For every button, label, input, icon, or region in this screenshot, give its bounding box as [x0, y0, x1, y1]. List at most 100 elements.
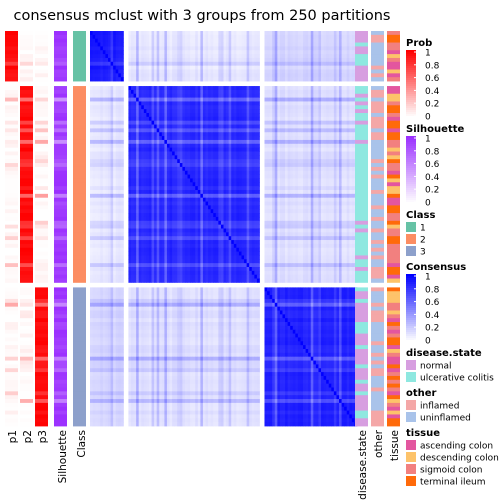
consensus-cell-24-10 — [115, 128, 119, 133]
consensus-cell-17-50 — [223, 101, 227, 106]
consensus-cell-32-91 — [333, 159, 337, 164]
consensus-cell-16-4 — [100, 97, 104, 102]
anno-cell-0-67 — [5, 298, 18, 304]
consensus-cell-3-91 — [333, 42, 337, 47]
consensus-cell-18-4 — [100, 105, 104, 110]
consensus-cell-11-6 — [105, 73, 109, 78]
consensus-cell-35-81 — [308, 170, 312, 175]
consensus-cell-44-64 — [264, 205, 268, 210]
consensus-cell-16-57 — [241, 97, 245, 102]
consensus-cell-14-49 — [220, 89, 224, 95]
consensus-cell-15-37 — [190, 93, 194, 98]
consensus-cell-41-78 — [300, 193, 304, 199]
consensus-cell-31-58 — [244, 155, 248, 160]
consensus-cell-19-25 — [159, 109, 163, 114]
anno-cell-4-57 — [73, 255, 86, 260]
consensus-cell-2-80 — [305, 38, 309, 43]
consensus-cell-35-42 — [202, 170, 206, 175]
consensus-cell-18-57 — [241, 105, 245, 110]
consensus-cell-3-12 — [120, 42, 124, 47]
consensus-cell-5-34 — [182, 50, 186, 55]
consensus-cell-30-43 — [205, 151, 209, 156]
consensus-cell-24-81 — [308, 128, 312, 133]
consensus-cell-38-58 — [244, 182, 248, 187]
consensus-cell-14-17 — [138, 89, 142, 95]
consensus-cell-22-21 — [148, 120, 152, 125]
consensus-cell-17-40 — [197, 101, 201, 106]
consensus-cell-9-38 — [192, 65, 196, 70]
consensus-cell-1-60 — [249, 34, 253, 40]
consensus-cell-2-11 — [118, 38, 122, 43]
consensus-cell-20-8 — [110, 113, 114, 118]
consensus-cell-12-20 — [146, 77, 150, 82]
consensus-cell-36-16 — [136, 174, 140, 179]
consensus-cell-0-33 — [179, 31, 183, 36]
consensus-cell-36-35 — [184, 174, 188, 179]
consensus-cell-3-90 — [331, 42, 335, 47]
consensus-cell-11-64 — [264, 73, 268, 78]
consensus-cell-16-35 — [184, 97, 188, 102]
consensus-cell-0-24 — [156, 31, 160, 36]
consensus-cell-3-79 — [303, 42, 306, 47]
consensus-cell-22-87 — [323, 120, 327, 125]
consensus-cell-11-69 — [277, 73, 281, 78]
anno-cell-0-98 — [5, 418, 18, 423]
anno-cell-2-89 — [35, 383, 48, 388]
consensus-cell-36-8 — [110, 174, 114, 179]
consensus-cell-7-89 — [328, 57, 332, 63]
anno-cell-0-80 — [5, 349, 18, 354]
consensus-cell-0-61 — [251, 31, 255, 36]
anno-cell-2-62 — [35, 274, 48, 279]
anno-cell-2-9 — [35, 65, 48, 70]
consensus-cell-25-46 — [213, 132, 217, 137]
consensus-cell-11-60 — [249, 73, 253, 78]
consensus-cell-40-81 — [308, 190, 312, 195]
consensus-cell-16-13 — [128, 97, 132, 102]
consensus-cell-4-82 — [310, 46, 314, 51]
consensus-cell-25-92 — [336, 132, 340, 137]
consensus-cell-4-1 — [92, 46, 96, 51]
consensus-cell-30-32 — [177, 151, 181, 156]
anno-cell-1-23 — [20, 124, 33, 129]
consensus-cell-38-34 — [182, 182, 186, 187]
consensus-cell-8-45 — [210, 61, 214, 67]
consensus-cell-27-63 — [256, 139, 260, 145]
consensus-cell-23-74 — [290, 124, 294, 129]
consensus-cell-3-52 — [228, 42, 232, 47]
anno-cell-2-84 — [35, 364, 48, 369]
consensus-cell-29-91 — [333, 147, 337, 152]
consensus-cell-12-63 — [256, 77, 260, 82]
consensus-cell-28-40 — [197, 143, 201, 149]
consensus-cell-25-31 — [174, 132, 178, 137]
anno-cell-4-39 — [73, 186, 86, 191]
anno-cell-3-0 — [54, 31, 67, 36]
anno-cell-3-92 — [54, 395, 67, 400]
consensus-cell-37-26 — [161, 178, 165, 183]
consensus-cell-30-15 — [133, 151, 137, 156]
consensus-cell-38-76 — [295, 182, 299, 187]
consensus-cell-36-37 — [190, 174, 194, 179]
consensus-cell-22-2 — [95, 120, 99, 125]
consensus-cell-18-24 — [156, 105, 160, 110]
consensus-cell-22-47 — [215, 120, 219, 125]
consensus-cell-4-76 — [295, 46, 299, 51]
consensus-cell-5-46 — [213, 50, 217, 55]
consensus-cell-26-35 — [184, 136, 188, 141]
consensus-cell-19-85 — [318, 109, 322, 114]
consensus-cell-18-0 — [90, 105, 93, 110]
anno-cell-4-92 — [73, 395, 86, 400]
consensus-cell-2-0 — [90, 38, 93, 43]
consensus-cell-2-22 — [151, 38, 155, 43]
consensus-cell-41-96 — [346, 193, 350, 199]
consensus-cell-37-15 — [133, 178, 137, 183]
consensus-cell-0-41 — [200, 31, 204, 36]
consensus-cell-42-94 — [341, 197, 345, 202]
anno-cell-0-72 — [5, 318, 18, 323]
consensus-cell-10-85 — [318, 69, 322, 74]
consensus-cell-32-62 — [254, 159, 258, 164]
consensus-cell-27-77 — [297, 139, 301, 145]
consensus-cell-0-29 — [169, 31, 173, 36]
consensus-cell-8-88 — [326, 61, 330, 67]
consensus-cell-30-9 — [113, 151, 117, 156]
consensus-cell-24-36 — [187, 128, 191, 133]
